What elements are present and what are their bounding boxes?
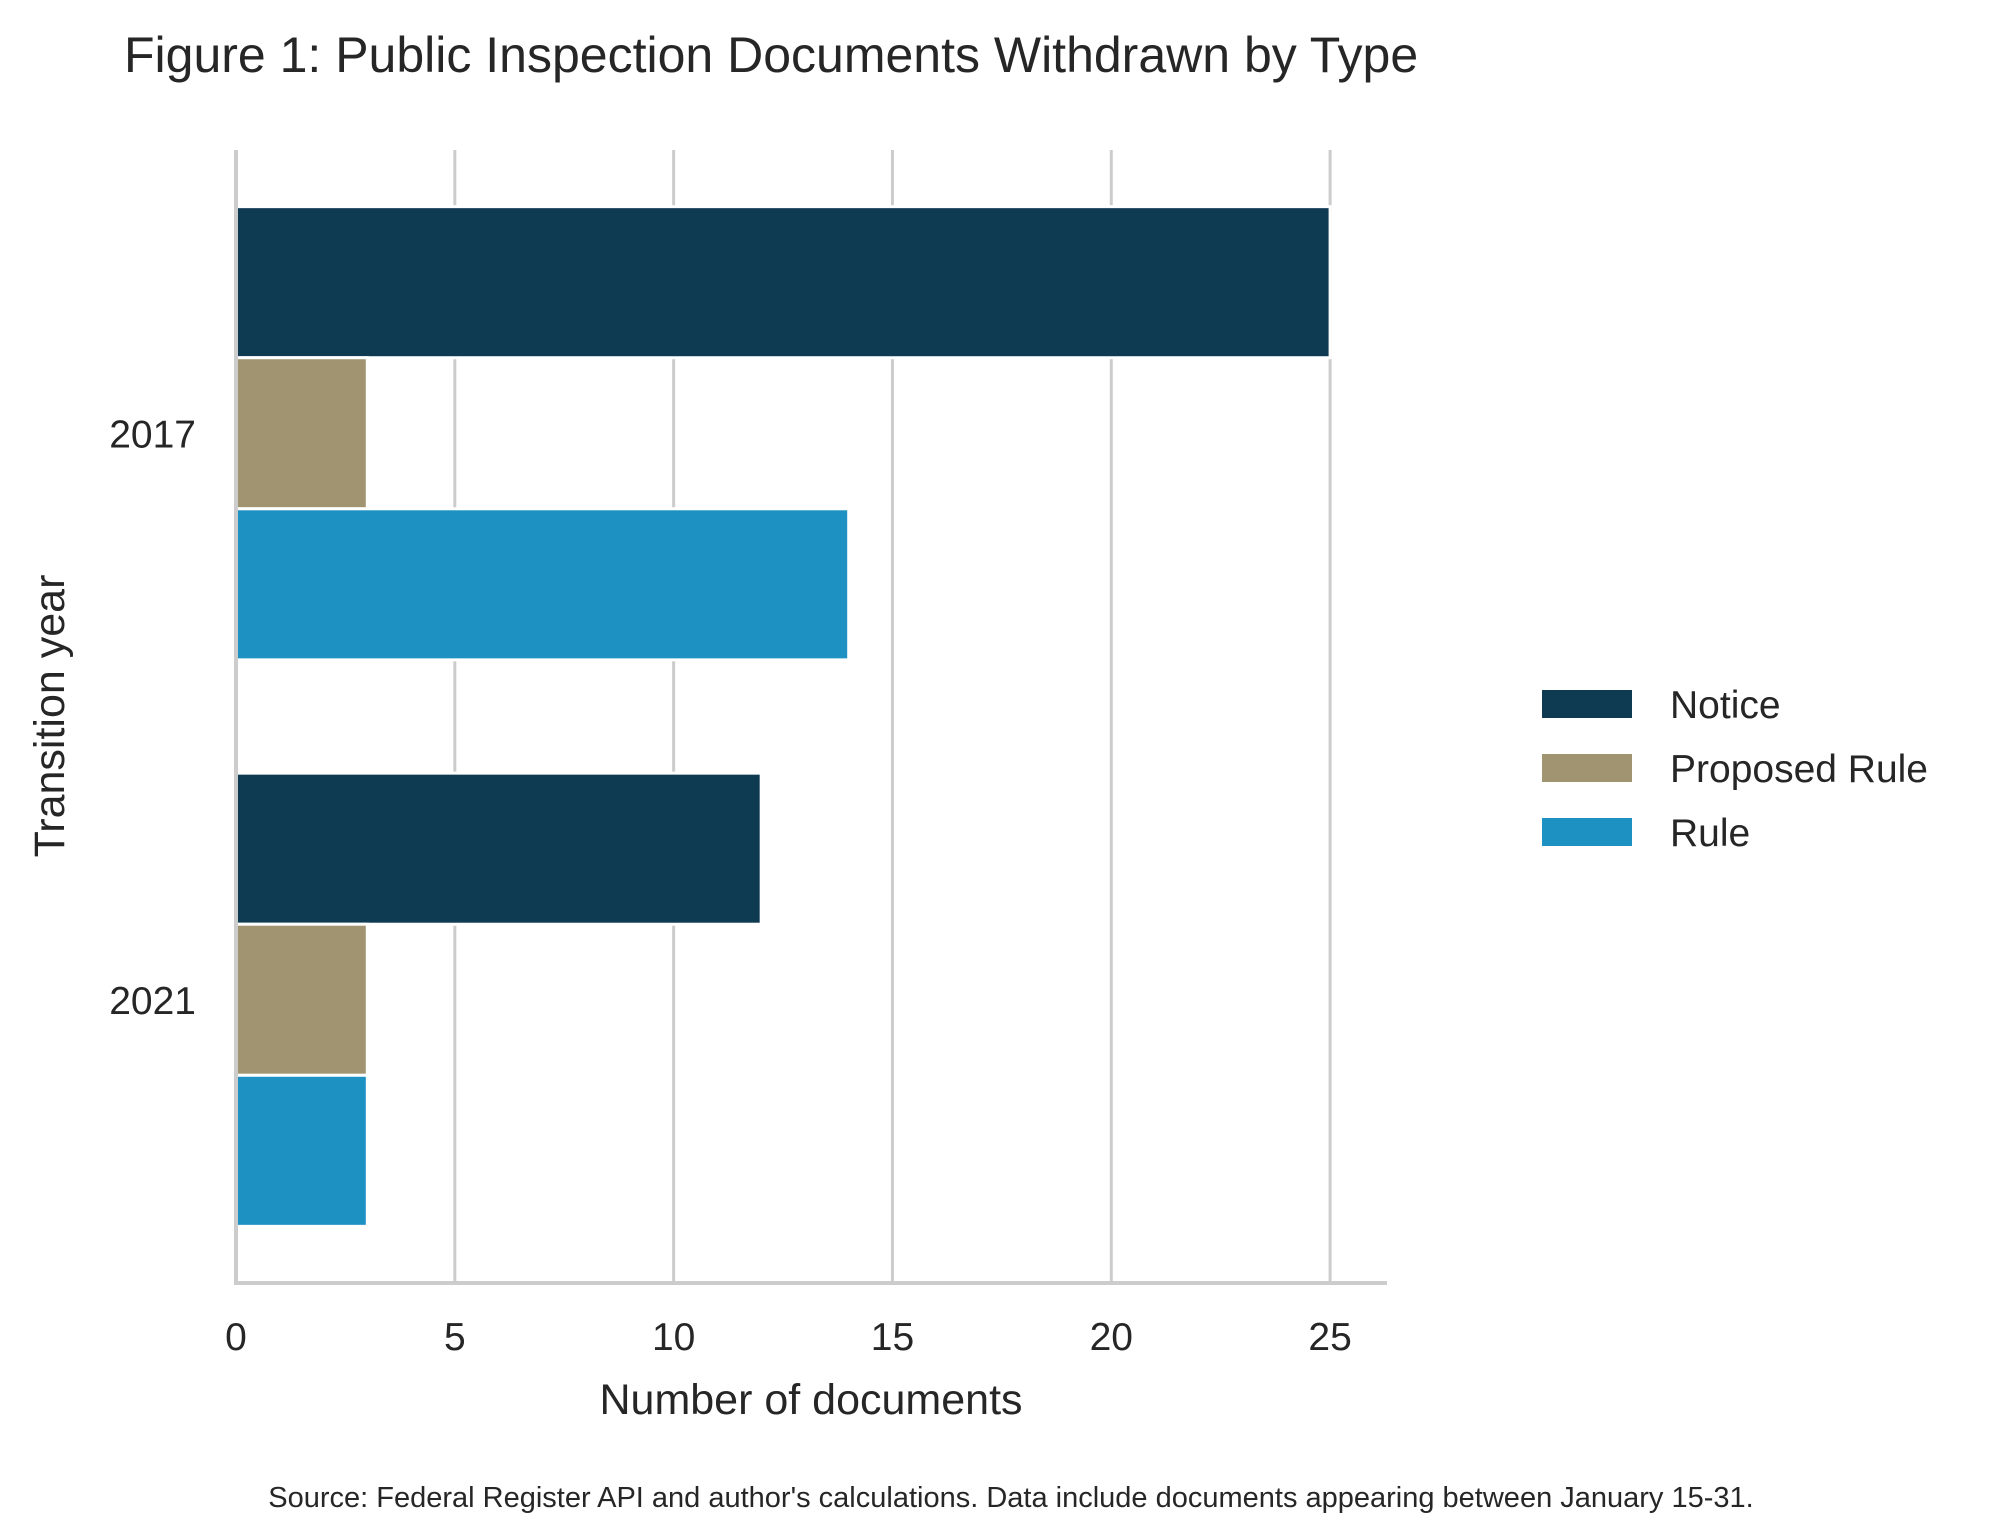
legend-swatch-rule (1542, 818, 1632, 846)
y-axis-label: Transition year (26, 575, 74, 858)
bars (234, 205, 1332, 1228)
legend-swatch-notice (1542, 690, 1632, 718)
chart-title: Figure 1: Public Inspection Documents Wi… (124, 27, 1418, 83)
bar-notice-2021 (234, 771, 763, 926)
legend-label-notice: Notice (1670, 684, 1781, 727)
x-tick-labels: 0 5 10 15 20 25 (225, 1316, 1352, 1359)
legend: Notice Proposed Rule Rule (1542, 684, 1928, 855)
x-axis-label: Number of documents (599, 1376, 1022, 1424)
source-note: Source: Federal Register API and author'… (268, 1482, 1753, 1514)
legend-label-rule: Rule (1670, 812, 1750, 855)
bar-rule-2017 (234, 507, 851, 662)
bar-notice-2017 (234, 205, 1332, 360)
x-tick-label: 0 (225, 1316, 247, 1359)
y-tick-labels: 2017 2021 (109, 413, 196, 1023)
x-tick-label: 10 (652, 1316, 695, 1359)
x-tick-label: 15 (871, 1316, 914, 1359)
x-tick-label: 5 (444, 1316, 466, 1359)
legend-swatch-proposed-rule (1542, 754, 1632, 782)
bar-proposed-rule-2017 (234, 356, 369, 511)
x-tick-label: 25 (1308, 1316, 1351, 1359)
x-tick-label: 20 (1090, 1316, 1133, 1359)
bar-rule-2021 (234, 1073, 369, 1228)
y-tick-label: 2021 (109, 980, 196, 1023)
y-tick-label: 2017 (109, 413, 196, 456)
bar-proposed-rule-2021 (234, 922, 369, 1077)
legend-label-proposed-rule: Proposed Rule (1670, 748, 1928, 791)
